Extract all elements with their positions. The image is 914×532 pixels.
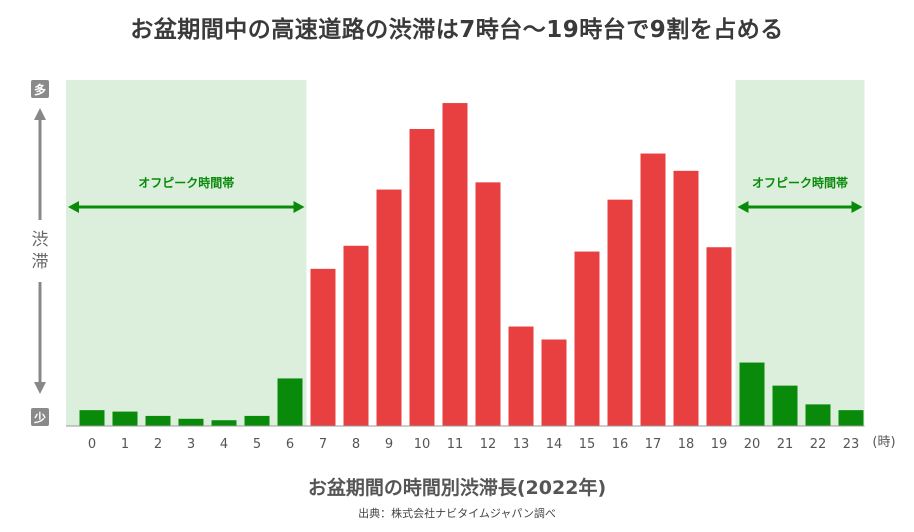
tick-label-2: 2 (154, 437, 162, 452)
bar-13 (508, 326, 534, 426)
y-bottom-label: 少 (33, 410, 46, 425)
bar-18 (673, 170, 699, 426)
bar-21 (772, 385, 798, 426)
bar-11 (442, 103, 468, 427)
bar-2 (145, 415, 171, 426)
tick-label-19: 19 (711, 437, 728, 452)
offpeak-arrowhead-right-2 (851, 201, 863, 213)
tick-label-20: 20 (744, 437, 761, 452)
bar-5 (244, 415, 270, 426)
offpeak-label-2: オフピーク時間帯 (752, 175, 848, 190)
bar-23 (838, 410, 864, 426)
bar-20 (739, 362, 765, 426)
offpeak-arrowhead-left-1 (68, 201, 79, 213)
x-unit-label: (時) (872, 435, 895, 450)
bar-8 (343, 245, 369, 426)
offpeak-arrowhead-left-2 (737, 201, 749, 213)
tick-label-15: 15 (579, 437, 596, 452)
bar-16 (607, 199, 633, 426)
y-arrow-up-head (34, 108, 46, 120)
bar-17 (640, 153, 666, 426)
bar-22 (805, 404, 831, 426)
tick-label-11: 11 (447, 437, 464, 452)
tick-label-6: 6 (286, 437, 294, 452)
y-label-char-1: 渋 (32, 230, 49, 250)
y-bottom-box (31, 408, 49, 426)
bar-0 (79, 410, 105, 426)
bar-3 (178, 418, 204, 426)
tick-label-8: 8 (352, 437, 360, 452)
tick-label-13: 13 (513, 437, 530, 452)
tick-label-22: 22 (810, 437, 827, 452)
tick-label-9: 9 (385, 437, 393, 452)
tick-label-7: 7 (319, 437, 327, 452)
y-arrow-down-head (34, 382, 46, 394)
tick-label-0: 0 (88, 437, 96, 452)
offpeak-arrowhead-right-1 (293, 201, 305, 213)
tick-label-23: 23 (843, 437, 860, 452)
tick-label-10: 10 (414, 437, 431, 452)
bar-9 (376, 189, 402, 426)
y-top-label: 多 (34, 82, 46, 97)
tick-label-1: 1 (121, 437, 129, 452)
offpeak-band-left (66, 80, 307, 426)
chart-title: お盆期間中の高速道路の渋滞は7時台～19時台で9割を占める (130, 17, 784, 43)
tick-label-21: 21 (777, 437, 794, 452)
bar-10 (409, 129, 435, 426)
bar-6 (277, 378, 303, 426)
bar-1 (112, 411, 138, 426)
bar-15 (574, 251, 600, 426)
tick-label-14: 14 (546, 437, 563, 452)
tick-label-5: 5 (253, 437, 261, 452)
bar-7 (310, 268, 336, 426)
tick-label-17: 17 (645, 437, 662, 452)
tick-label-18: 18 (678, 437, 695, 452)
y-top-box (31, 80, 49, 98)
tick-label-16: 16 (612, 437, 629, 452)
bar-4 (211, 420, 237, 426)
tick-label-4: 4 (220, 437, 228, 452)
bar-14 (541, 339, 567, 426)
bar-19 (706, 247, 732, 426)
y-label-char-2: 滞 (32, 252, 49, 272)
tick-label-3: 3 (187, 437, 195, 452)
offpeak-label-1: オフピーク時間帯 (138, 175, 234, 190)
bar-12 (475, 182, 501, 426)
tick-label-12: 12 (480, 437, 497, 452)
chart-subtitle: お盆期間の時間別渋滞長(2022年) (307, 477, 607, 499)
source-note: 出典：株式会社ナビタイムジャパン調べ (358, 507, 556, 520)
